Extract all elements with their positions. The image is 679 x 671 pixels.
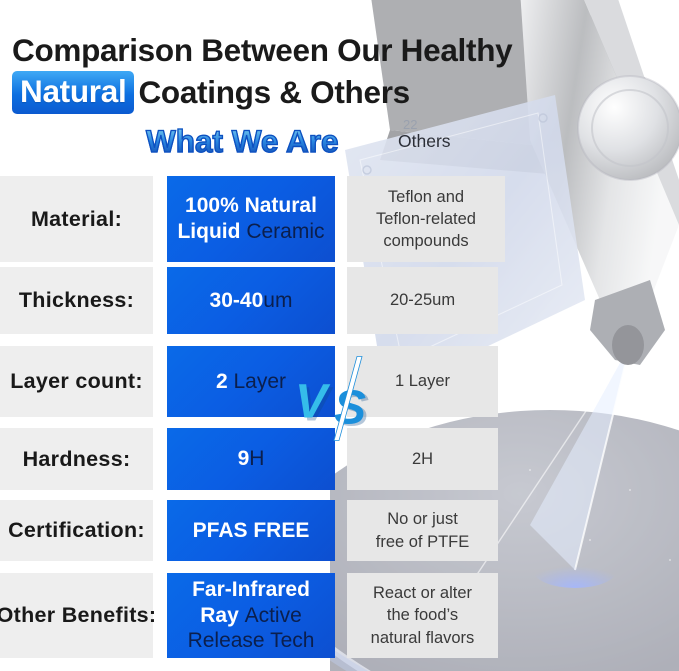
- svg-text:V: V: [295, 376, 331, 429]
